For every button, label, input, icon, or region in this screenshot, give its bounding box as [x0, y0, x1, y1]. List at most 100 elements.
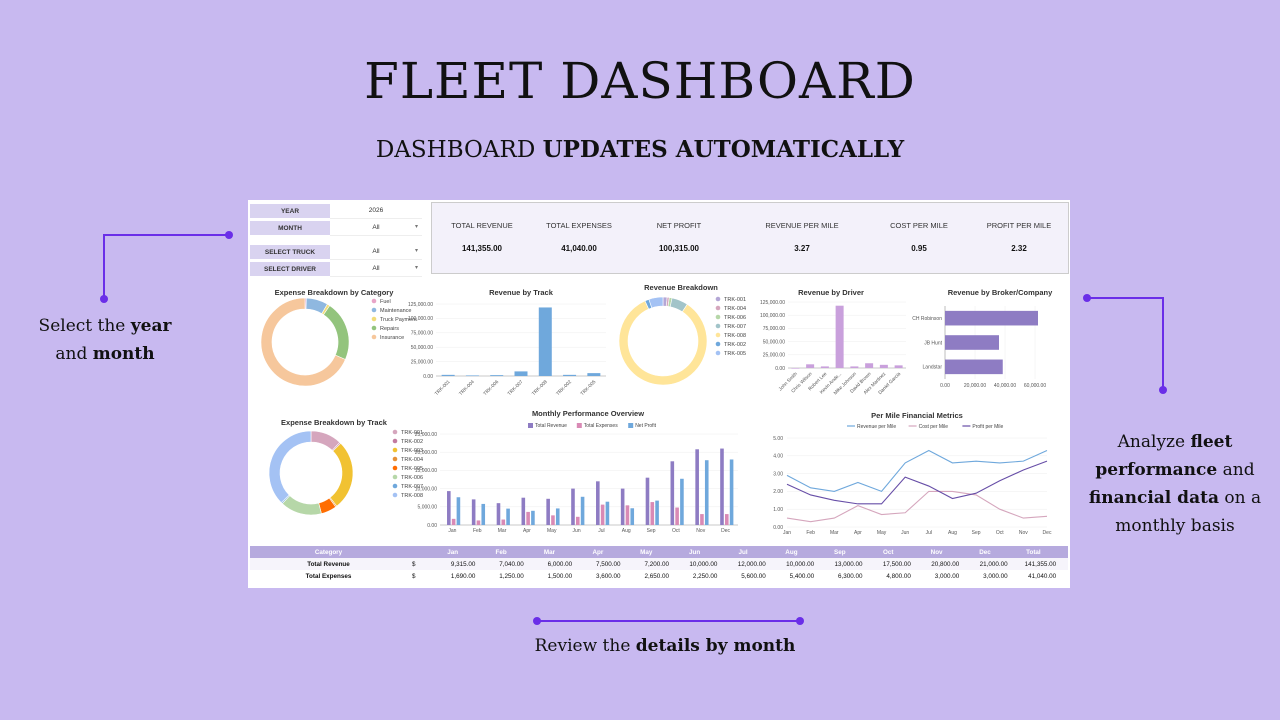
bar — [820, 366, 829, 368]
chart-title: Revenue Breakdown — [644, 283, 718, 292]
filter-label: MONTH — [250, 221, 330, 235]
charts-area: Expense Breakdown by Category Fuel Mainten… — [260, 283, 1053, 536]
x-tick-label: 20,000.00 — [964, 383, 986, 389]
y-tick-label: 100,000.00 — [760, 313, 785, 319]
y-tick-label: 125,000.00 — [760, 300, 785, 306]
x-tick-label: Apr — [854, 530, 862, 536]
table-header-cell: Jun — [689, 548, 701, 556]
bar — [720, 448, 724, 525]
table-header-cell: May — [640, 548, 653, 556]
bar — [526, 511, 530, 525]
kpi-label: TOTAL REVENUE — [451, 221, 513, 230]
y-tick-label: 50,000.00 — [763, 339, 785, 345]
kpi-label: TOTAL EXPENSES — [546, 221, 612, 230]
legend-label: Total Revenue — [535, 423, 567, 429]
chart-title: Revenue by Track — [489, 288, 554, 297]
kpi-value: 41,040.00 — [561, 244, 597, 253]
legend-swatch — [715, 305, 721, 311]
legend-swatch — [715, 350, 721, 356]
table-cell: 21,000.00 — [979, 560, 1008, 568]
legend-swatch — [392, 456, 398, 462]
bar — [471, 499, 476, 525]
bar — [596, 481, 600, 525]
bar — [894, 365, 903, 368]
x-tick-label: Jan — [448, 528, 456, 534]
y-tick-label: 3.00 — [773, 471, 783, 477]
kpi-card: TOTAL REVENUE 141,355.00 — [432, 203, 532, 253]
filter-select[interactable]: All ▾ — [330, 221, 422, 236]
table-row-label: Total Revenue — [307, 560, 350, 568]
legend-label: Fuel — [380, 299, 391, 305]
chart-revenue-breakdown: Revenue Breakdown TRK-001 TRK-004 TRK-006 TR… — [618, 283, 746, 386]
y-tick-label: 75,000.00 — [763, 326, 785, 332]
page-title: FLEET DASHBOARD — [364, 52, 916, 110]
y-tick-label: 0.00 — [775, 366, 785, 372]
bar — [555, 508, 560, 525]
x-tick-label: Feb — [473, 528, 482, 534]
callout-left-text: and — [55, 344, 93, 364]
table-currency: $ — [412, 572, 416, 580]
y-tick-label: 5,000.00 — [418, 505, 438, 511]
table-cell: 6,000.00 — [547, 560, 573, 568]
callout-right-text: Analyze — [1117, 432, 1191, 452]
kpi-value: 100,315.00 — [658, 244, 700, 253]
kpi-card: PROFIT PER MILE 2.32 — [969, 203, 1069, 253]
callout-right-text: on a — [1218, 488, 1262, 508]
filter-select[interactable]: 2026 — [330, 204, 422, 219]
bar — [490, 375, 504, 376]
bar — [865, 363, 874, 368]
chevron-down-icon: ▾ — [414, 264, 418, 271]
filter-select[interactable]: All ▾ — [330, 262, 422, 277]
pie-slice — [329, 442, 354, 507]
pie-slice — [281, 495, 322, 516]
kpi-label: COST PER MILE — [890, 221, 948, 230]
table-header-cell: Oct — [882, 548, 894, 556]
kpi-label: REVENUE PER MILE — [765, 221, 839, 230]
filter-row: SELECT TRUCK All ▾ — [250, 245, 422, 260]
table-cell: 5,600.00 — [741, 572, 766, 580]
chevron-down-icon: ▾ — [414, 247, 418, 254]
legend-label: TRK-001 — [724, 297, 746, 303]
bar — [441, 374, 455, 376]
table-cell: 7,500.00 — [596, 560, 621, 568]
bar — [605, 501, 610, 525]
x-tick-label: Mar — [498, 528, 507, 534]
legend-label: Net Profit — [635, 423, 656, 429]
bar — [879, 364, 888, 368]
chevron-down-icon: ▾ — [414, 223, 418, 230]
y-tick-label: 20,000.00 — [415, 450, 437, 456]
bar — [945, 310, 1038, 326]
table-currency: $ — [412, 560, 416, 568]
callout-right-text: and — [1217, 460, 1255, 480]
chart-expense-category: Expense Breakdown by Category Fuel Mainten… — [260, 288, 417, 387]
table-cell: 9,315.00 — [450, 560, 476, 568]
legend-label: TRK-003 — [401, 448, 423, 454]
legend-swatch — [371, 334, 377, 340]
bar — [465, 375, 479, 377]
x-tick-label: Mar — [830, 530, 839, 536]
y-tick-label: 0.00 — [423, 374, 433, 380]
table-cell: 10,000.00 — [689, 560, 718, 568]
x-tick-label: 60,000.00 — [1024, 383, 1046, 389]
x-tick-label: Jun — [901, 530, 909, 536]
x-tick-label: Nov — [1019, 530, 1028, 536]
bar — [563, 374, 577, 376]
bar — [630, 508, 635, 525]
filter-value: All — [372, 248, 380, 255]
filter-label: SELECT DRIVER — [250, 262, 330, 276]
dashboard-panel: YEAR 2026 MONTH All ▾ SELECT TRUCK All ▾ SELECT … — [248, 200, 1070, 588]
legend-label: TRK-002 — [401, 439, 423, 445]
legend-label: TRK-004 — [401, 457, 423, 463]
filter-select[interactable]: All ▾ — [330, 245, 422, 260]
bar — [514, 371, 528, 376]
legend-label: Profit per Mile — [972, 424, 1003, 430]
subtitle-prefix: DASHBOARD — [375, 137, 543, 163]
legend-label: TRK-004 — [724, 306, 746, 312]
callout-right: Analyze fleet performance and financial … — [1080, 428, 1270, 540]
filter-row: MONTH All ▾ — [250, 221, 422, 236]
kpi-label: PROFIT PER MILE — [986, 221, 1052, 230]
x-tick-label: Jan — [783, 530, 791, 536]
bar — [835, 305, 844, 368]
table-cell: 10,000.00 — [786, 560, 815, 568]
table-cell: 4,800.00 — [886, 572, 911, 580]
